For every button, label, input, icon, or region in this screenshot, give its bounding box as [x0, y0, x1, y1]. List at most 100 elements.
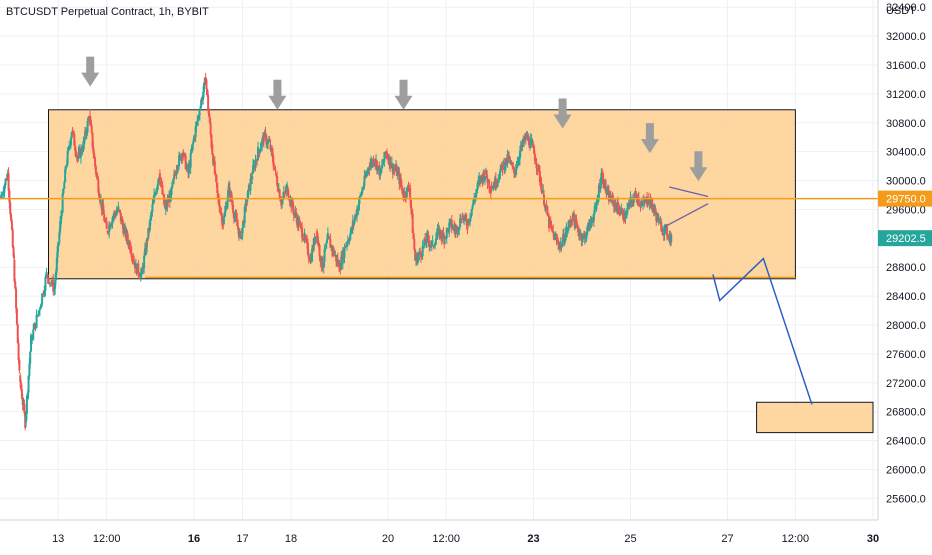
candle-body [414, 249, 417, 261]
candle-body [614, 203, 617, 207]
candle-body [197, 115, 200, 121]
candle-body [2, 192, 5, 195]
candle-body [585, 234, 588, 240]
candle-body [434, 238, 437, 245]
candle-body [315, 236, 318, 238]
y-tick-label: 30400.0 [886, 147, 926, 159]
candle-body [82, 141, 85, 151]
candle-body [194, 126, 197, 138]
candle-body [576, 224, 579, 227]
candle-body [190, 150, 193, 153]
candle-body [98, 192, 101, 198]
candle-body [123, 228, 126, 234]
candle-body [44, 276, 47, 291]
candle-body [638, 203, 641, 205]
candle-body [351, 221, 354, 229]
chart-title: BTCUSDT Perpetual Contract, 1h, BYBIT [6, 6, 209, 18]
candle-body [599, 182, 602, 190]
candle-body [521, 140, 524, 148]
candle-body [223, 211, 226, 217]
candle-body [79, 148, 82, 158]
candle-body [242, 220, 245, 228]
candle-body [344, 246, 347, 248]
candle-body [660, 221, 663, 232]
candle-body [536, 168, 539, 171]
x-tick-label: 27 [721, 533, 733, 545]
candle-body [139, 272, 142, 278]
candle-body [202, 92, 205, 100]
candle-body [237, 225, 240, 230]
candle-body [62, 188, 65, 194]
candle-body [316, 231, 319, 237]
candle-body [10, 220, 13, 230]
candle-body [305, 238, 308, 240]
candle-body [580, 233, 583, 241]
x-tick-label: 30 [867, 533, 879, 545]
candle-body [332, 248, 335, 256]
candle-body [173, 174, 176, 180]
candle-body [227, 190, 230, 201]
candle-body [476, 183, 479, 190]
candle-body [588, 219, 591, 231]
candle-body [227, 183, 230, 191]
price-tag-label: 29750.0 [886, 194, 926, 206]
candle-body [61, 193, 64, 213]
candle-body [245, 202, 248, 206]
x-tick-label: 18 [285, 533, 297, 545]
x-axis-area[interactable] [0, 520, 932, 550]
candle-body [280, 201, 283, 206]
candle-body [20, 389, 23, 399]
candle-body [151, 204, 154, 212]
candle-body [60, 212, 63, 217]
candle-body [459, 218, 462, 228]
candle-body [314, 236, 317, 244]
candle-body [19, 375, 22, 383]
x-tick-label: 13 [52, 533, 64, 545]
candle-body [93, 153, 96, 158]
candle-body [443, 235, 446, 245]
candle-body [279, 198, 282, 202]
candle-body [529, 139, 532, 148]
candle-body [266, 144, 269, 146]
y-tick-label: 32400.0 [886, 2, 926, 14]
candle-body [633, 192, 636, 198]
candle-body [413, 238, 416, 250]
candle-body [286, 184, 289, 188]
y-tick-label: 28000.0 [886, 320, 926, 332]
candle-body [437, 225, 440, 229]
candle-body [91, 132, 94, 148]
candle-body [634, 192, 637, 195]
candle-body [9, 202, 12, 215]
candle-body [347, 240, 350, 242]
candle-body [67, 146, 70, 152]
candle-body [80, 148, 83, 152]
candle-body [528, 137, 531, 146]
candle-body [329, 239, 332, 248]
candle-body [213, 160, 216, 174]
candle-body [121, 219, 124, 225]
candle-body [41, 293, 44, 305]
candle-body [464, 215, 467, 220]
candle-body [189, 152, 192, 168]
candle-body [385, 151, 388, 157]
candle-body [404, 192, 407, 198]
candle-body [233, 216, 236, 219]
candle-body [526, 134, 529, 141]
candle-body [94, 157, 97, 167]
candle-body [436, 228, 439, 235]
candle-body [47, 278, 50, 284]
candle-body [113, 212, 116, 217]
candle-body [278, 189, 281, 199]
candle-body [77, 152, 80, 159]
candle-body [117, 206, 120, 211]
y-axis-area[interactable] [878, 0, 932, 550]
candle-body [222, 225, 225, 227]
candle-body [376, 166, 379, 171]
candle-body [609, 194, 612, 201]
candle-body [390, 166, 393, 168]
candle-body [346, 240, 349, 245]
candle-body [152, 200, 155, 205]
candle-body [535, 163, 538, 169]
y-tick-label: 26400.0 [886, 436, 926, 448]
